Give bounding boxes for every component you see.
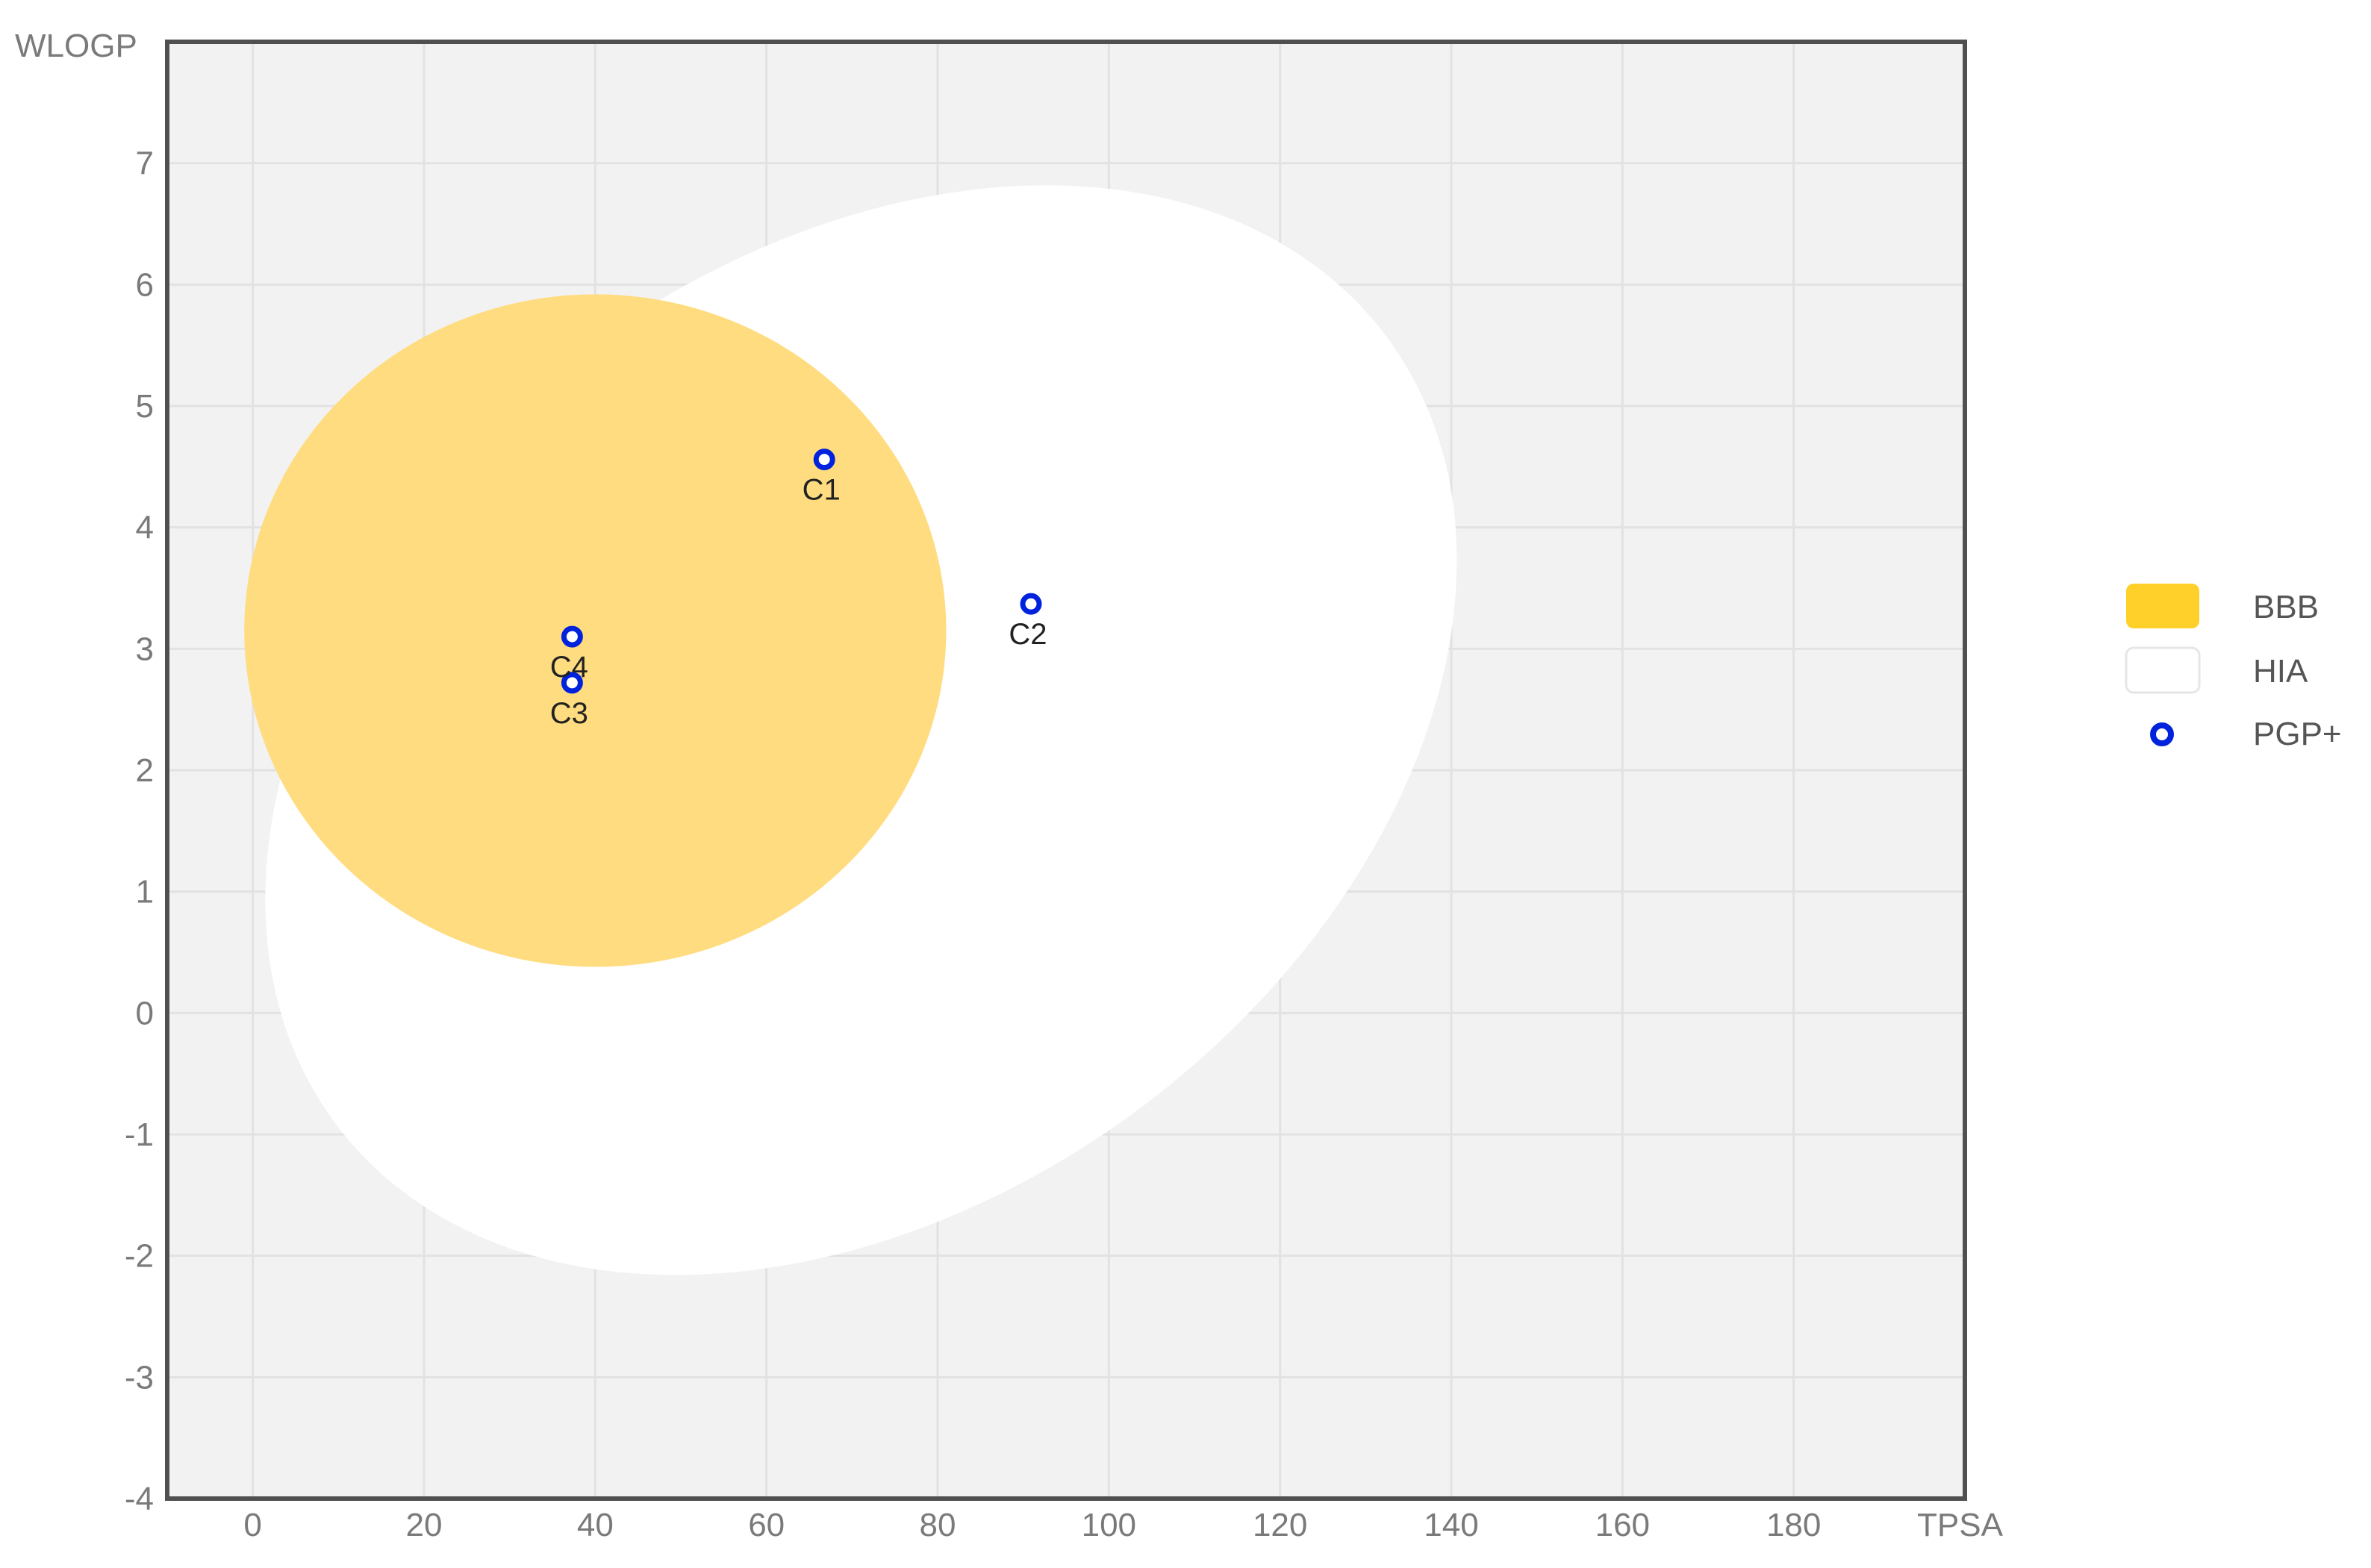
- data-point-c3[interactable]: [561, 672, 583, 694]
- y-tick-label: 5: [136, 388, 154, 425]
- y-tick-label: 4: [136, 510, 154, 546]
- data-point-c2[interactable]: [1020, 593, 1042, 615]
- x-tick-label: 40: [577, 1507, 614, 1543]
- x-tick-label: 120: [1253, 1507, 1307, 1543]
- x-tick-label: 140: [1424, 1507, 1478, 1543]
- x-tick-label: 80: [920, 1507, 956, 1543]
- legend-label-hia: HIA: [2253, 653, 2308, 690]
- x-tick-label: 160: [1595, 1507, 1650, 1543]
- y-tick-label: 2: [136, 752, 154, 789]
- y-tick-label: 3: [136, 631, 154, 667]
- y-tick-label: 1: [136, 874, 154, 910]
- y-axis-title: WLOGP: [15, 28, 137, 64]
- legend-label-bbb: BBB: [2253, 589, 2319, 625]
- x-tick-label: 20: [406, 1507, 443, 1543]
- bbb-region: [244, 294, 947, 967]
- data-point-label: C1: [803, 474, 841, 507]
- data-point-label: C3: [550, 697, 588, 730]
- x-axis-title: TPSA: [1917, 1507, 2004, 1543]
- data-point-c1[interactable]: [813, 449, 835, 471]
- x-tick-label: 0: [243, 1507, 261, 1543]
- data-point-label: C4: [550, 651, 588, 684]
- plot-frame: [165, 40, 1967, 1501]
- legend-marker-pgp: [2150, 722, 2174, 746]
- y-tick-label: -4: [125, 1481, 154, 1517]
- x-tick-label: 180: [1766, 1507, 1821, 1543]
- y-tick-label: 6: [136, 266, 154, 303]
- data-point-c4[interactable]: [561, 625, 583, 648]
- y-tick-label: -3: [125, 1359, 154, 1396]
- x-tick-label: 60: [748, 1507, 785, 1543]
- y-tick-label: 0: [136, 995, 154, 1031]
- y-tick-label: 7: [136, 146, 154, 182]
- x-tick-label: 100: [1082, 1507, 1136, 1543]
- legend-swatch-hia: [2125, 646, 2201, 694]
- y-tick-label: -1: [125, 1116, 154, 1153]
- legend-label-pgp: PGP+: [2253, 716, 2342, 752]
- legend-swatch-bbb: [2126, 584, 2199, 628]
- y-tick-label: -2: [125, 1238, 154, 1275]
- data-point-label: C2: [1009, 618, 1047, 651]
